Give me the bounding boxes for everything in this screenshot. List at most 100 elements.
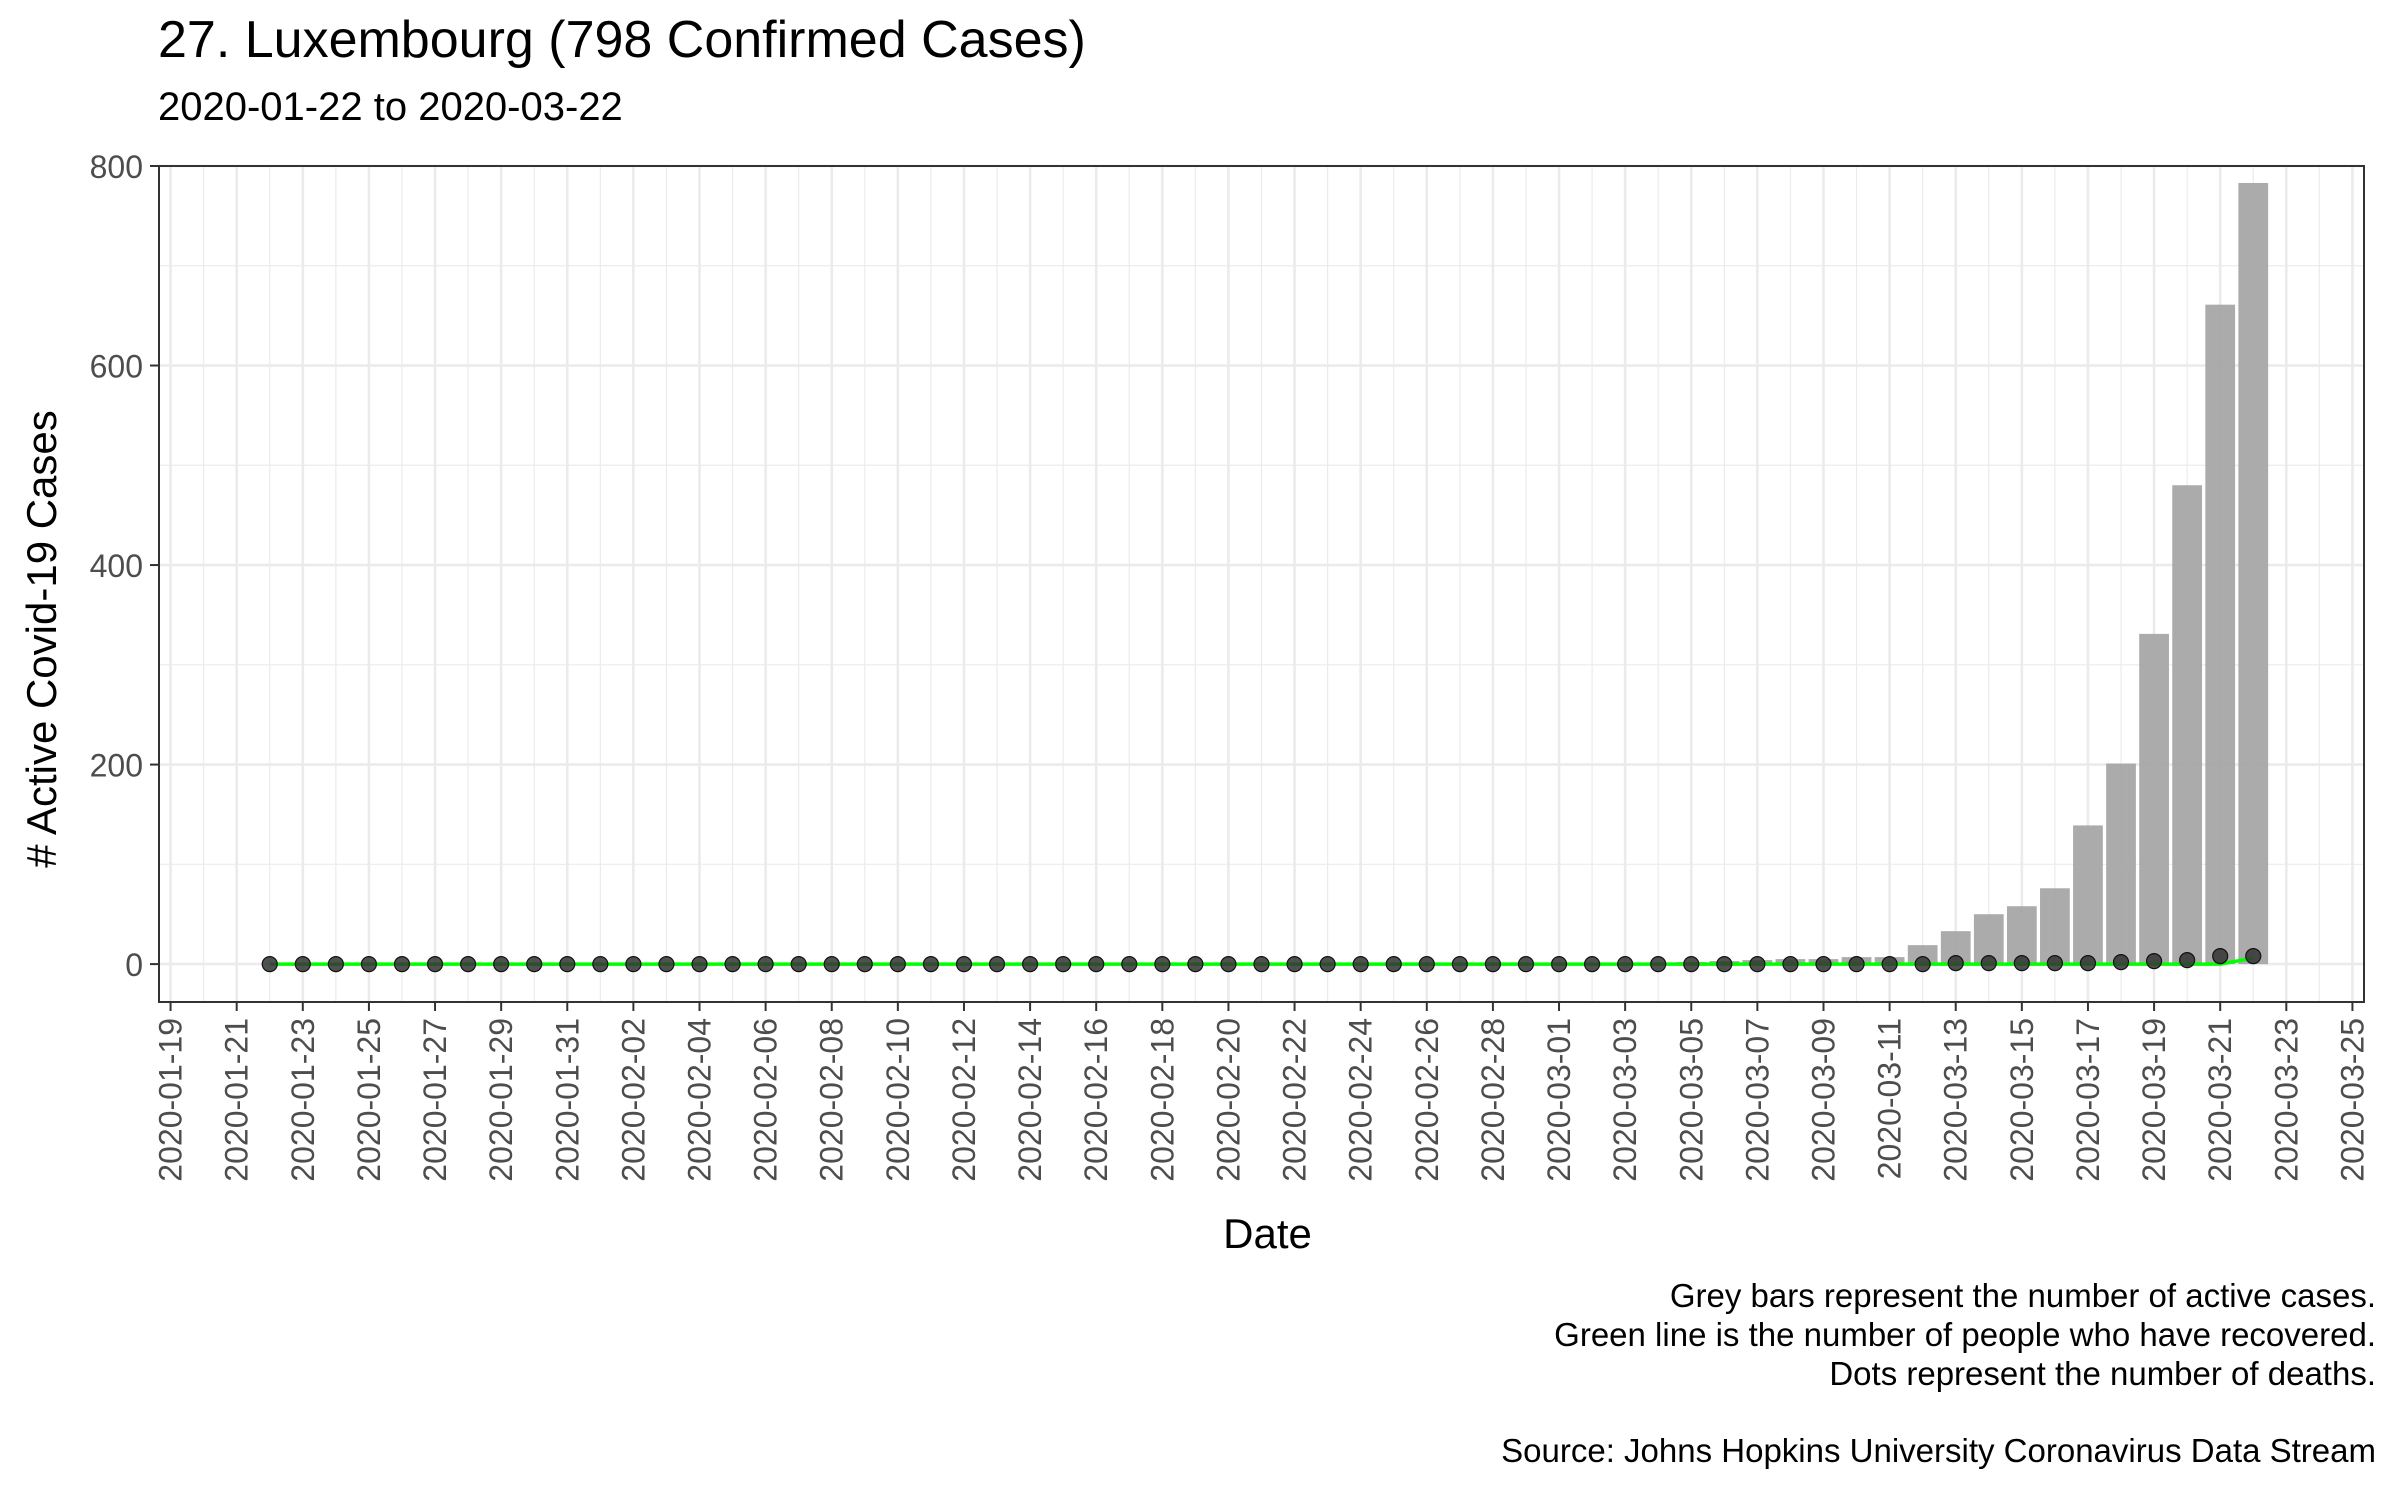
y-tick-label: 200	[90, 748, 143, 784]
active-cases-bar	[2139, 633, 2169, 965]
chart-subtitle: 2020-01-22 to 2020-03-22	[158, 85, 623, 129]
active-cases-bar	[2205, 304, 2236, 965]
death-dot	[1154, 955, 1171, 973]
death-dot	[988, 955, 1006, 973]
death-dot	[1220, 955, 1237, 973]
death-dot	[1650, 955, 1667, 973]
x-tick-label: 2020-03-23	[2268, 1018, 2304, 1182]
death-dot	[360, 955, 378, 973]
death-dot	[459, 955, 477, 973]
death-dot	[294, 955, 311, 973]
x-tick-label: 2020-02-02	[615, 1018, 651, 1182]
source-note: Source: Johns Hopkins University Coronav…	[1501, 1432, 2376, 1469]
active-cases-bar	[2106, 763, 2136, 965]
death-dot	[2013, 954, 2030, 972]
death-dot	[592, 955, 609, 973]
death-dot	[1418, 955, 1435, 973]
death-dot	[1947, 954, 1964, 972]
death-dot	[1517, 955, 1535, 973]
x-tick-label: 2020-02-18	[1144, 1018, 1180, 1182]
death-dot	[2046, 954, 2064, 972]
death-dot	[559, 955, 576, 973]
x-tick-label: 2020-01-31	[549, 1018, 585, 1182]
death-dot	[1716, 955, 1733, 973]
death-dot	[2079, 954, 2097, 972]
x-tick-label: 2020-02-04	[682, 1018, 718, 1182]
death-dot	[889, 955, 906, 973]
death-dot	[1088, 955, 1105, 973]
x-tick-label: 2020-01-27	[417, 1018, 453, 1182]
death-dot	[790, 955, 807, 973]
death-dot	[856, 955, 873, 973]
y-tick-label: 800	[90, 149, 143, 185]
x-tick-label: 2020-03-11	[1872, 1018, 1908, 1179]
death-dot	[1782, 955, 1799, 973]
death-dot	[1319, 955, 1336, 973]
y-tick-label: 600	[90, 349, 143, 385]
death-dot	[1286, 955, 1303, 973]
caption-dots-note: Dots represent the number of deaths.	[1829, 1355, 2376, 1392]
death-dot	[1352, 955, 1369, 973]
death-dot	[1253, 955, 1270, 973]
death-dot	[1055, 955, 1072, 973]
death-dot	[393, 955, 411, 973]
x-tick-label: 2020-03-15	[2004, 1018, 2040, 1182]
death-dot	[1121, 955, 1138, 973]
death-dot	[2112, 953, 2130, 971]
death-dot	[1980, 954, 1997, 972]
caption-line-note: Green line is the number of people who h…	[1554, 1316, 2376, 1353]
y-tick-label: 0	[125, 947, 143, 983]
x-tick-label: 2020-03-19	[2136, 1018, 2172, 1182]
x-tick-label: 2020-02-24	[1343, 1018, 1379, 1182]
x-tick-label: 2020-02-26	[1409, 1018, 1445, 1182]
death-dot	[1815, 955, 1832, 973]
chart-caption: Grey bars represent the number of active…	[1554, 1276, 2376, 1393]
y-tick-label: 400	[90, 548, 143, 584]
death-dot	[955, 955, 973, 973]
active-cases-bar	[2238, 182, 2269, 965]
death-dot	[1021, 955, 1039, 973]
x-tick-label: 2020-02-08	[814, 1018, 850, 1182]
death-dot	[526, 955, 543, 973]
x-tick-label: 2020-03-25	[2334, 1018, 2370, 1182]
death-dot	[691, 955, 708, 973]
x-tick-label: 2020-03-21	[2202, 1018, 2238, 1182]
death-dot	[493, 955, 510, 973]
panel-border	[158, 165, 2365, 1003]
x-tick-label: 2020-02-28	[1475, 1018, 1511, 1182]
x-tick-label: 2020-03-09	[1805, 1018, 1841, 1182]
death-dot	[922, 955, 940, 973]
x-tick-label: 2020-03-03	[1607, 1018, 1643, 1182]
x-tick-label: 2020-02-14	[1012, 1018, 1048, 1182]
active-cases-bar	[2006, 906, 2037, 965]
x-tick-label: 2020-01-23	[285, 1018, 321, 1182]
death-dot	[757, 955, 774, 973]
death-dot	[658, 955, 675, 973]
death-dot	[1550, 955, 1568, 973]
death-dot	[1451, 955, 1468, 973]
chart-title: 27. Luxembourg (798 Confirmed Cases)	[158, 11, 1086, 69]
x-tick-label: 2020-03-17	[2070, 1018, 2106, 1182]
death-dot	[1617, 955, 1634, 973]
x-tick-label: 2020-02-22	[1277, 1018, 1313, 1182]
death-dot	[625, 955, 642, 973]
x-tick-label: 2020-01-25	[351, 1018, 387, 1182]
x-tick-label: 2020-02-10	[880, 1018, 916, 1182]
x-tick-label: 2020-03-05	[1673, 1018, 1709, 1182]
x-tick-label: 2020-03-01	[1541, 1018, 1577, 1182]
caption-bars-note: Grey bars represent the number of active…	[1669, 1277, 2376, 1314]
death-dot	[724, 955, 741, 973]
death-dot	[426, 955, 444, 973]
death-dot	[1881, 955, 1898, 973]
x-tick-label: 2020-01-29	[483, 1018, 519, 1182]
death-dot	[1484, 955, 1502, 973]
x-axis-label: Date	[1223, 1210, 1312, 1257]
active-cases-bar	[2040, 888, 2070, 965]
death-dot	[327, 955, 344, 973]
active-cases-bar	[2073, 825, 2103, 965]
death-dot	[261, 955, 278, 973]
x-tick-label: 2020-02-06	[748, 1018, 784, 1182]
death-dot	[1583, 955, 1601, 973]
death-dot	[1187, 955, 1204, 973]
